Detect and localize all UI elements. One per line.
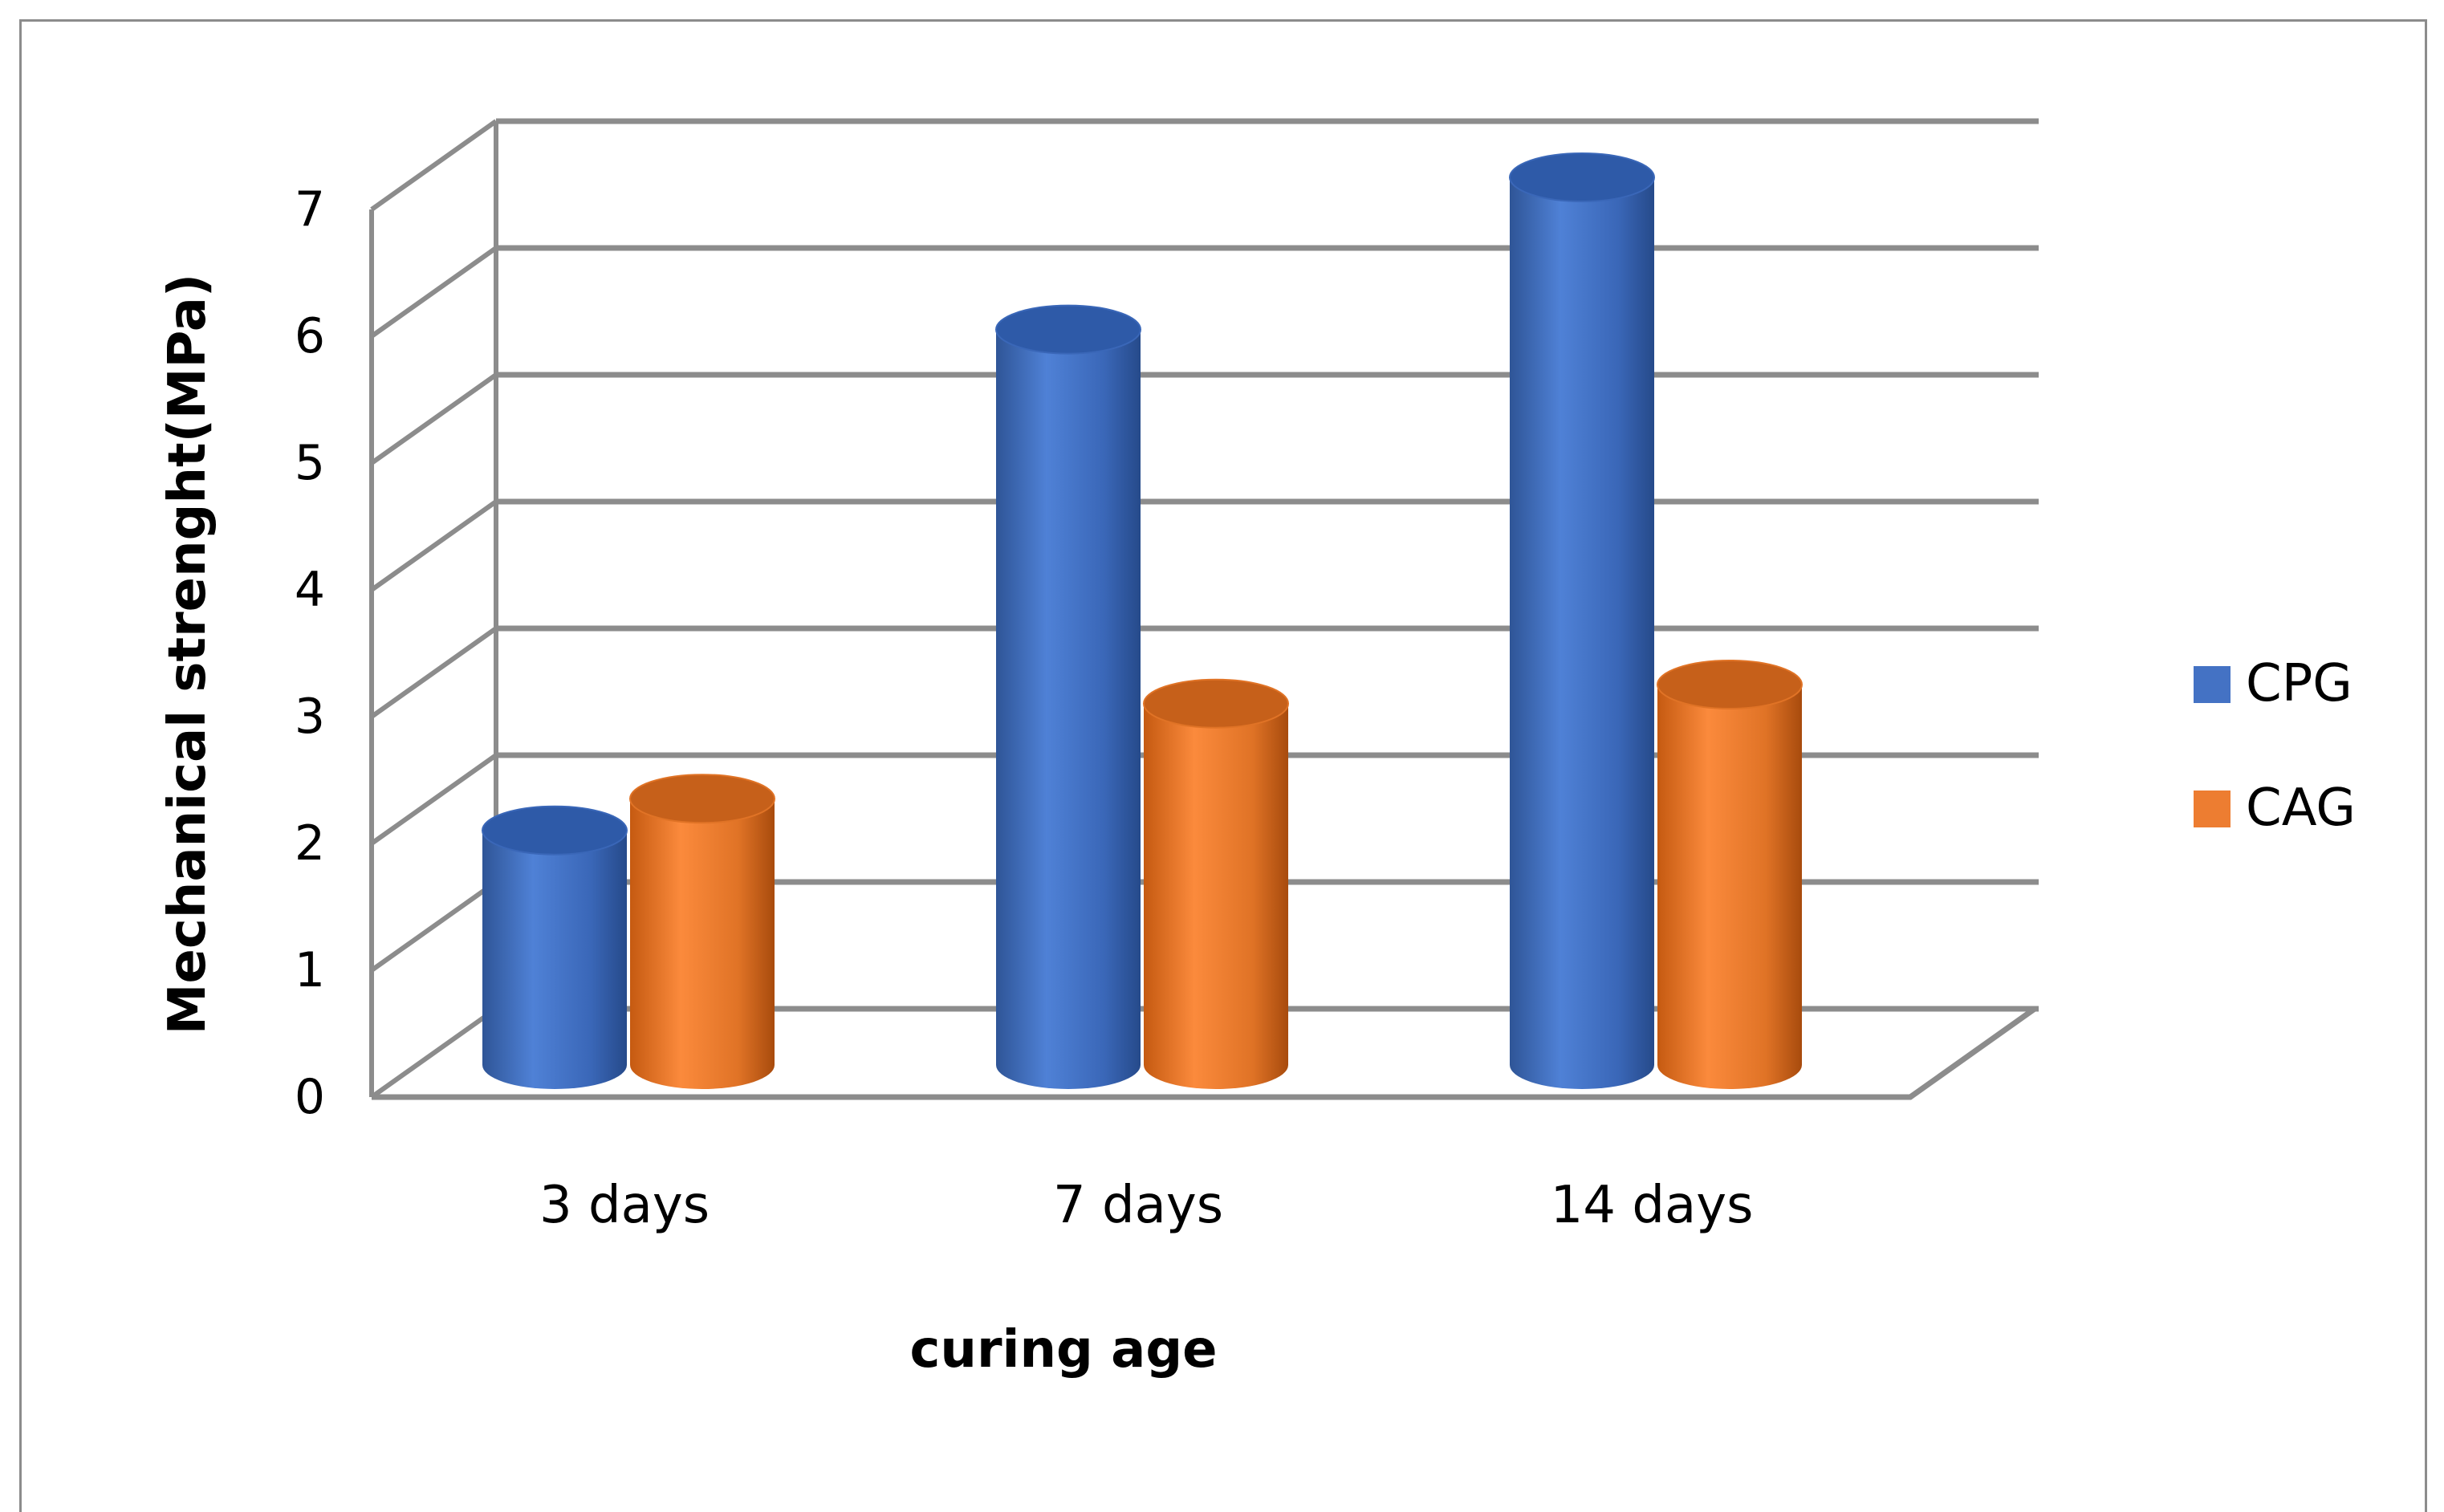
- bar-CAG-7-days: [1143, 678, 1289, 1089]
- legend-swatch-CAG: [2194, 791, 2231, 827]
- legend: CPG CAG: [2194, 654, 2356, 838]
- floor-edge: [372, 1006, 2037, 1100]
- y-tick-label-6: 6: [295, 308, 325, 364]
- y-tick-label-2: 2: [295, 815, 325, 872]
- bar-top: [995, 304, 1141, 355]
- x-axis-title: curing age: [909, 1320, 1217, 1380]
- x-tick-label-14-days: 14 days: [1551, 1176, 1754, 1235]
- y-tick-label-0: 0: [295, 1069, 325, 1125]
- bar-body: [482, 830, 627, 1089]
- bar-body: [630, 799, 775, 1089]
- bar-top: [482, 805, 628, 856]
- side-gridline-5: [370, 372, 498, 465]
- side-gridline-1: [370, 880, 498, 973]
- x-tick-label-3-days: 3 days: [539, 1176, 710, 1235]
- side-gridline-2: [370, 753, 498, 846]
- side-gridline-7: [370, 119, 498, 212]
- y-tick-label-4: 4: [295, 562, 325, 618]
- y-tick-label-1: 1: [295, 942, 325, 998]
- bar-top: [1657, 660, 1803, 709]
- legend-swatch-CPG: [2194, 666, 2231, 703]
- y-tick-label-7: 7: [295, 181, 325, 238]
- bar-CPG-3-days: [482, 805, 628, 1089]
- bar-top: [1143, 678, 1289, 729]
- bar-CAG-14-days: [1657, 660, 1803, 1089]
- side-gridline-6: [370, 246, 498, 339]
- bar-body: [1510, 177, 1654, 1089]
- bar-CPG-14-days: [1509, 152, 1655, 1089]
- bar-CPG-7-days: [995, 304, 1141, 1090]
- bar-top: [1509, 152, 1655, 202]
- legend-label-CPG: CPG: [2246, 654, 2353, 713]
- bar-CAG-3-days: [629, 774, 775, 1089]
- y-axis-title: Mechanical strenght(MPa): [158, 274, 218, 1034]
- y-tick-labels: 0 1 2 3 4 5 6 7: [295, 181, 325, 1125]
- side-gridline-3: [370, 626, 498, 719]
- bar-body: [996, 329, 1141, 1090]
- y-tick-label-5: 5: [295, 435, 325, 491]
- bar-top: [629, 774, 775, 824]
- x-tick-labels: 3 days 7 days 14 days: [539, 1176, 1753, 1235]
- bar-body: [1144, 703, 1288, 1089]
- x-tick-label-7-days: 7 days: [1053, 1176, 1223, 1235]
- bar-body: [1657, 685, 1802, 1089]
- bars: [482, 152, 1803, 1090]
- side-gridline-0: [370, 1006, 498, 1099]
- legend-label-CAG: CAG: [2246, 778, 2356, 838]
- side-gridline-4: [370, 499, 498, 592]
- y-tick-label-3: 3: [295, 689, 325, 745]
- chart-frame: [19, 19, 2427, 1512]
